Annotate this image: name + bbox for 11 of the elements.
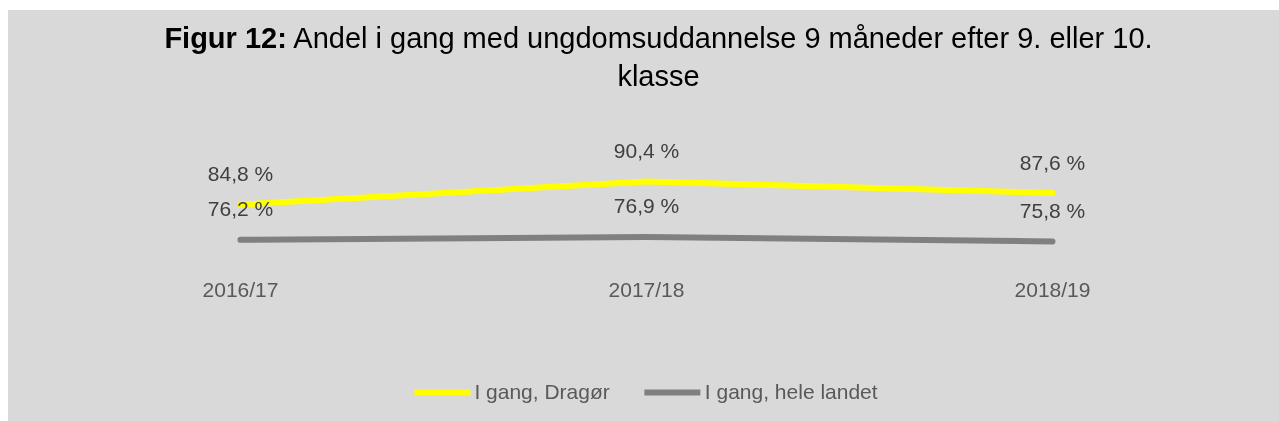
data-label: 87,6 % (1019, 150, 1086, 174)
data-label: 76,9 % (613, 194, 680, 218)
chart-title: Figur 12: Andel i gang med ungdomsuddannelse 9 måneder efter 9. eller 10. klasse (163, 21, 1153, 94)
x-tick-label: 2017/18 (608, 277, 685, 301)
legend-label: I gang, Dragør (474, 380, 610, 404)
data-label: 75,8 % (1019, 199, 1086, 222)
legend-label: I gang, hele landet (704, 380, 878, 404)
data-label: 84,8 % (207, 162, 274, 186)
x-tick-label: 2018/19 (1014, 277, 1091, 301)
x-tick-label: 2016/17 (202, 277, 279, 301)
data-label: 90,4 % (613, 139, 680, 162)
